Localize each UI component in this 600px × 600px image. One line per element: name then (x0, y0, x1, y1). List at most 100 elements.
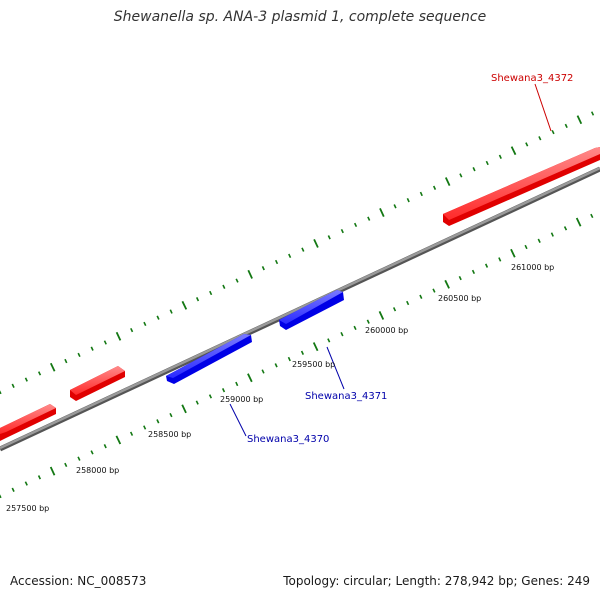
inner-track-minor-tick (471, 269, 476, 275)
outer-track-minor-tick (0, 390, 2, 395)
gene-feature-forward-small[interactable] (70, 366, 125, 401)
inner-track-minor-tick (143, 425, 147, 430)
inner-track-minor-tick (195, 400, 199, 405)
position-label-261000: 261000 bp (511, 263, 554, 272)
inner-track-minor-tick (235, 381, 239, 387)
inner-track-minor-tick (129, 431, 134, 436)
outer-track-major-tick (510, 146, 517, 156)
inner-track-minor-tick (458, 275, 462, 281)
inner-track-minor-tick (156, 419, 160, 424)
accession-label: Accession: (10, 574, 74, 588)
outer-track-major-tick (115, 331, 122, 341)
inner-track-major-tick (115, 435, 122, 445)
outer-track-minor-tick (590, 111, 595, 116)
inner-track-minor-tick (366, 319, 370, 324)
inner-track-minor-tick (11, 487, 15, 492)
inner-track-major-tick (247, 373, 253, 383)
position-label-259500: 259500 bp (292, 360, 335, 369)
inner-track-minor-tick (221, 388, 226, 393)
inner-track-minor-tick (406, 300, 410, 306)
outer-track-major-tick (576, 115, 583, 125)
inner-track-minor-tick (24, 481, 28, 486)
inner-track-minor-tick (537, 238, 541, 243)
outer-track-major-tick (247, 269, 253, 279)
inner-track-minor-tick (563, 226, 568, 231)
outer-track-minor-tick (64, 358, 68, 364)
topology-value: circular (343, 574, 388, 588)
outer-track-minor-tick (261, 266, 265, 271)
gene-label-shewana3-4370[interactable]: Shewana3_4370 (247, 434, 329, 445)
outer-track-minor-tick (327, 235, 331, 240)
inner-track-major-tick (378, 311, 385, 320)
inner-track-minor-tick (498, 257, 502, 262)
outer-track-minor-tick (143, 321, 147, 327)
sequence-stats: Topology: circular; Length: 278,942 bp; … (283, 574, 590, 588)
position-label-260000: 260000 bp (365, 326, 408, 335)
inner-track-minor-tick (300, 350, 305, 355)
inner-tick-track (0, 213, 594, 499)
outer-track-minor-tick (419, 191, 423, 197)
backbone-line (0, 166, 600, 452)
outer-track-minor-tick (195, 297, 200, 302)
outer-track-minor-tick (551, 129, 555, 135)
position-label-257500: 257500 bp (6, 504, 49, 513)
inner-track-major-tick (312, 342, 319, 352)
inner-track-minor-tick (261, 369, 265, 374)
outer-track-minor-tick (288, 253, 292, 259)
outer-track-minor-tick (525, 142, 529, 147)
inner-track-minor-tick (340, 331, 344, 337)
outer-track-minor-tick (11, 383, 15, 388)
gene-label-shewana3-4372[interactable]: Shewana3_4372 (491, 73, 573, 84)
gene-feature-shewana3-4372[interactable] (443, 147, 600, 226)
inner-track-minor-tick (287, 356, 291, 362)
outer-track-minor-tick (169, 309, 173, 314)
outer-track-minor-tick (393, 204, 397, 209)
outer-track-minor-tick (538, 136, 542, 141)
outer-track-minor-tick (103, 340, 107, 345)
inner-track-minor-tick (550, 232, 554, 237)
gene-label-shewana3-4371[interactable]: Shewana3_4371 (305, 391, 387, 402)
inner-track-minor-tick (77, 456, 81, 461)
outer-track-minor-tick (235, 278, 239, 283)
gene-feature-shewana3-4370[interactable] (166, 334, 252, 384)
accession-info: Accession: NC_008573 (10, 574, 146, 588)
outer-track-minor-tick (459, 173, 463, 178)
inner-track-minor-tick (169, 412, 173, 418)
inner-track-major-tick (181, 404, 187, 414)
inner-track-minor-tick (64, 462, 68, 468)
inner-track-minor-tick (392, 307, 397, 312)
outer-track-minor-tick (340, 228, 344, 234)
inner-track-minor-tick (208, 394, 213, 399)
inner-track-major-tick (575, 217, 582, 227)
outer-track-minor-tick (209, 290, 213, 296)
inner-track-minor-tick (484, 263, 489, 268)
outer-track-minor-tick (301, 247, 305, 252)
outer-track-major-tick (49, 362, 56, 372)
outer-track-minor-tick (498, 154, 502, 159)
genes-count: 249 (567, 574, 590, 588)
length-value: 278,942 bp (444, 574, 514, 588)
outer-track-major-tick (379, 208, 385, 217)
inner-track-major-tick (510, 248, 516, 258)
outer-track-minor-tick (353, 222, 358, 228)
outer-track-minor-tick (432, 185, 437, 190)
gene-feature-forward-left-edge[interactable] (0, 404, 56, 441)
outer-track-minor-tick (274, 259, 279, 265)
callout-line-shewana3-4370 (229, 403, 247, 437)
outer-track-minor-tick (222, 284, 226, 289)
topology-label: Topology: (283, 574, 340, 588)
outer-track-minor-tick (564, 123, 568, 129)
inner-track-minor-tick (103, 444, 107, 449)
inner-track-minor-tick (432, 288, 436, 293)
outer-track-major-tick (444, 177, 451, 186)
map-title: Shewanella sp. ANA-3 plasmid 1, complete… (113, 9, 487, 25)
position-label-259000: 259000 bp (220, 395, 263, 404)
outer-track-minor-tick (156, 315, 160, 320)
gene-feature-shewana3-4371[interactable] (279, 290, 344, 330)
inner-track-minor-tick (37, 475, 42, 480)
outer-track-minor-tick (406, 197, 410, 203)
outer-track-minor-tick (90, 346, 94, 351)
outer-track-major-tick (313, 239, 319, 248)
outer-track-minor-tick (485, 160, 489, 166)
callout-line-shewana3-4371 (326, 346, 345, 390)
